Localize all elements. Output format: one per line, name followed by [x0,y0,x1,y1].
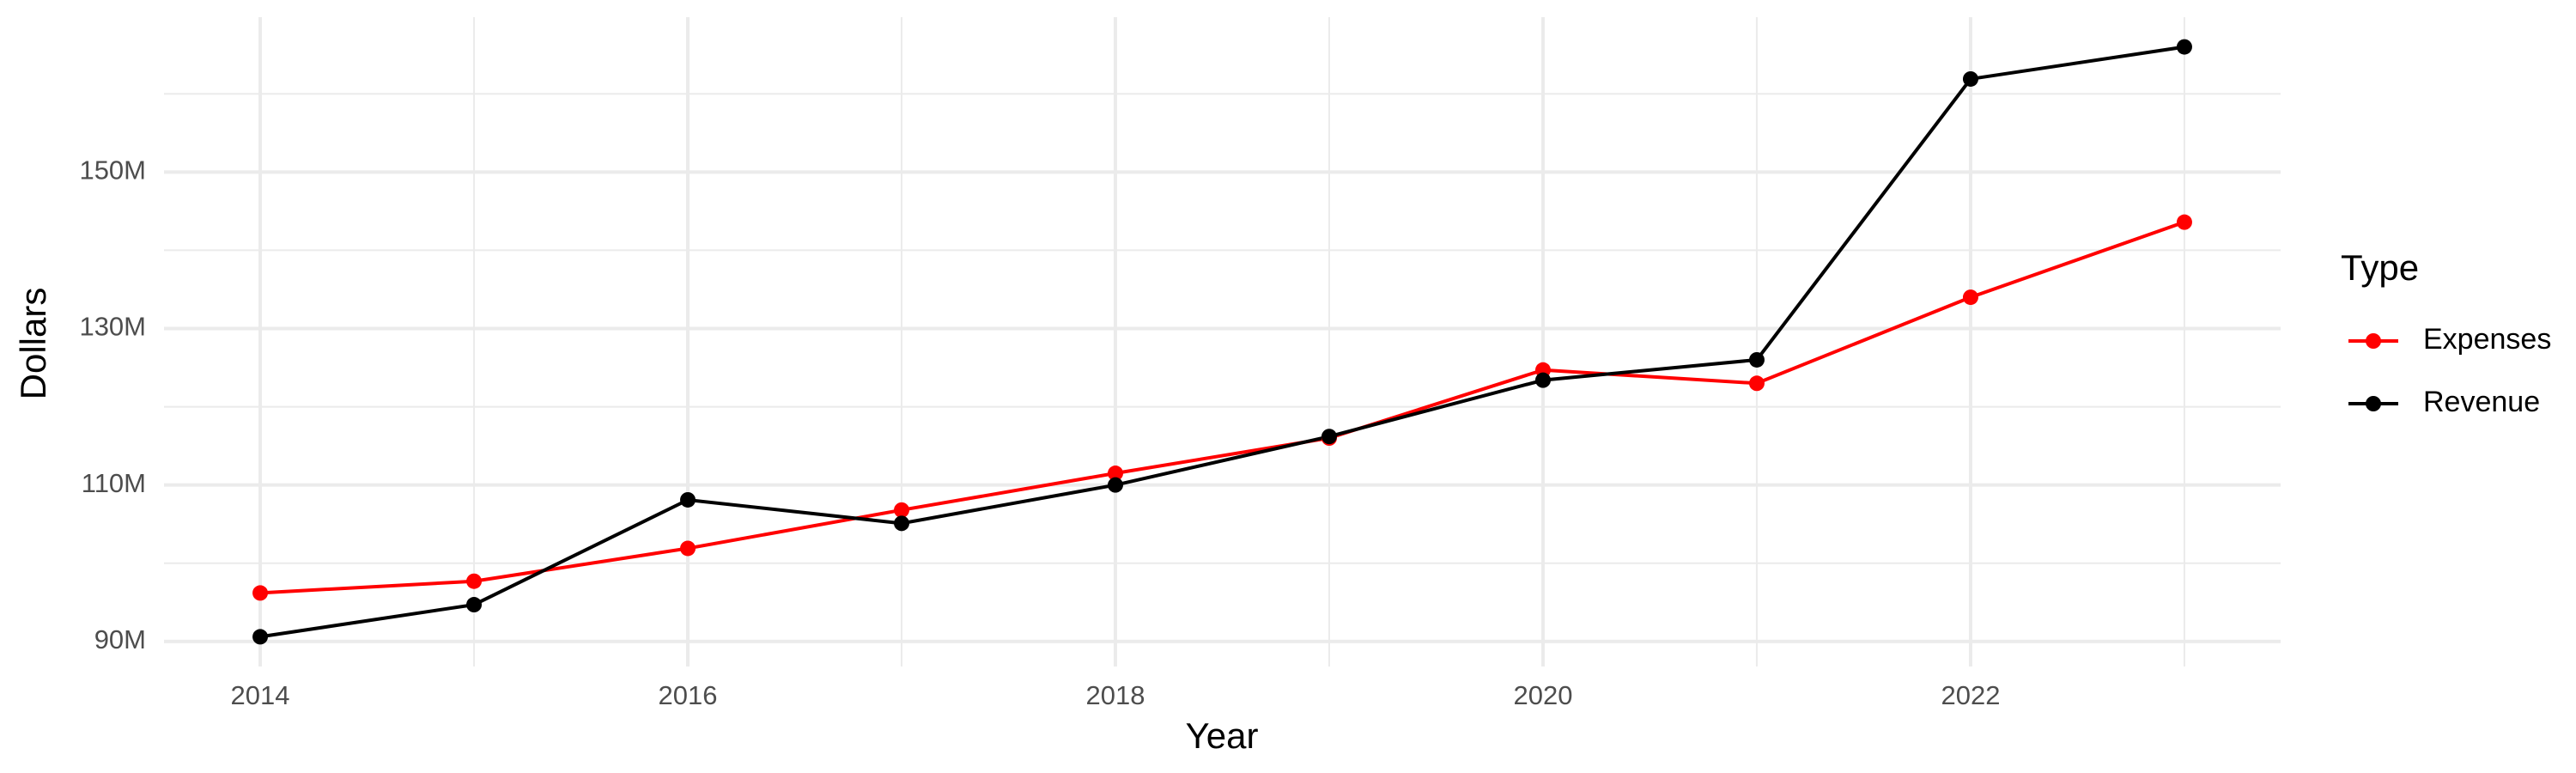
y-axis-title: Dollars [13,288,53,400]
data-point [466,573,483,589]
data-point [680,540,696,557]
y-tick-label: 150M [79,155,146,186]
y-tick-label: 130M [79,312,146,342]
x-tick-label: 2016 [659,680,718,710]
y-tick-label: 110M [82,468,146,498]
legend-key-point [2366,396,2381,411]
data-point [1108,466,1124,482]
legend-label: Revenue [2423,386,2540,418]
data-point [1534,372,1551,388]
data-point [1108,477,1124,493]
data-point [252,629,269,645]
data-point [1962,70,1978,87]
x-axis-title: Year [1186,715,1259,756]
legend-label: Expenses [2423,323,2551,356]
data-point [1962,289,1978,306]
legend-title: Type [2341,247,2419,288]
data-point [466,597,483,613]
x-tick-label: 2022 [1941,680,2000,710]
data-point [2176,39,2192,55]
data-point [1748,375,1765,392]
series-line [259,45,2185,639]
x-tick-label: 2020 [1514,680,1573,710]
data-point [1321,429,1337,445]
data-point [894,515,910,532]
data-point [680,491,696,508]
x-tick-label: 2018 [1086,680,1145,710]
data-point [1748,351,1765,368]
series-line [259,220,2185,595]
data-point [894,502,910,518]
legend-key-point [2366,333,2381,349]
data-point [252,585,269,601]
y-tick-label: 90M [94,624,146,654]
data-point [2176,214,2192,230]
x-tick-label: 2014 [231,680,290,710]
